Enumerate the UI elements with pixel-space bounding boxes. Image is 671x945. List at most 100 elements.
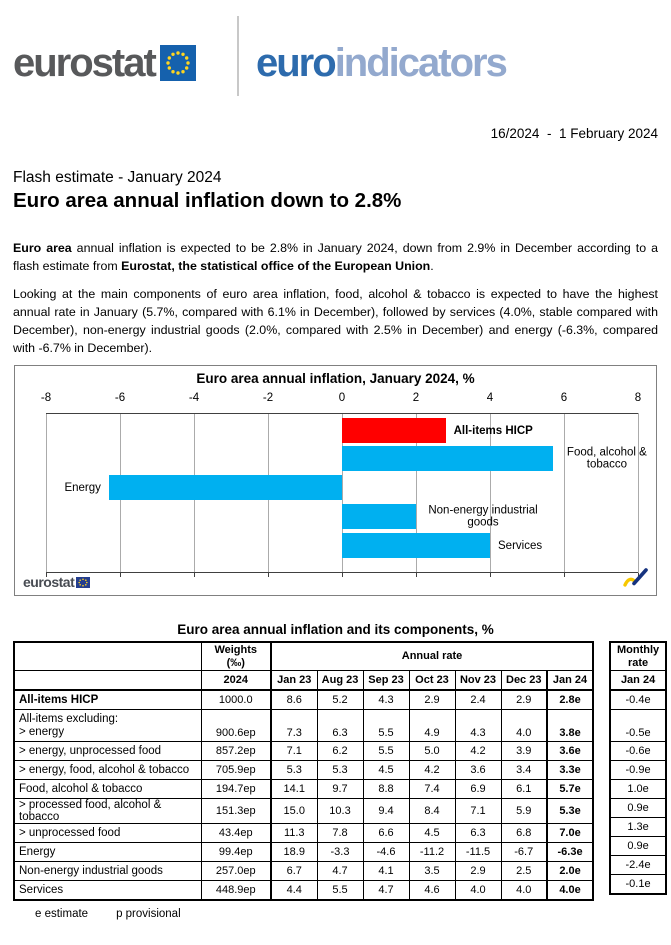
row-label-line-1: All-items excluding: (19, 713, 119, 725)
annual-rate-cell: 2.5 (500, 861, 548, 881)
issue-dateline: 16/2024 - 1 February 2024 (490, 126, 658, 141)
monthly-table-row: -0.4e (609, 689, 667, 710)
weight-cell: 448.9ep (200, 880, 272, 901)
masthead: eurostat euroindicators (0, 0, 671, 108)
weights-header: Weights (‰) (200, 641, 272, 671)
annual-rate-cell: 4.6 (408, 880, 456, 901)
euroindicators-mark-icon (623, 568, 648, 587)
eurostat-logo-text: eurostat (13, 41, 157, 85)
chart-bar (108, 475, 342, 500)
weight-cell: 194.7ep (200, 779, 272, 799)
row-label-cell: Food, alcohol & tobacco (13, 779, 202, 799)
annual-rate-cell: 6.3 (316, 709, 364, 742)
month-header: Dec 23 (500, 670, 548, 691)
annual-rate-cell: 6.2 (316, 741, 364, 761)
chart-axis-tick (267, 573, 269, 577)
annual-rate-cell: 6.7 (270, 861, 318, 881)
annual-rate-cell: 3.4 (500, 760, 548, 780)
inflation-bar-chart: Euro area annual inflation, January 2024… (14, 365, 657, 596)
annual-rate-cell: 4.5 (408, 823, 456, 843)
table-row: Services 448.9ep 4.4 5.5 4.7 4.6 4.0 4.0 4.0e (13, 880, 594, 901)
annual-rate-cell: 6.9 (454, 779, 502, 799)
monthly-table-row: -2.4e (609, 855, 667, 875)
monthly-month-header: Jan 24 (609, 670, 667, 691)
row-label-cell: All-items HICP (13, 689, 202, 710)
eurostat-logo: eurostat (13, 41, 196, 85)
chart-axis-tick (563, 573, 565, 577)
month-header: Sep 23 (362, 670, 410, 691)
annual-rate-cell: 3.6 (454, 760, 502, 780)
annual-rate-cell: 4.2 (408, 760, 456, 780)
annual-rate-cell: -3.3 (316, 842, 364, 862)
weight-cell: 257.0ep (200, 861, 272, 881)
month-header: Nov 23 (454, 670, 502, 691)
chart-axis-tick-label: 0 (338, 392, 346, 404)
annual-rate-cell: 3.3e (545, 760, 594, 780)
row-label-cell: Services (13, 880, 202, 901)
annual-rate-cell: 4.9 (408, 709, 456, 742)
paragraph-1-text: annual inflation is expected to be 2.8% … (13, 241, 658, 273)
chart-axis-tick-label: 4 (486, 392, 494, 404)
annual-rate-header: Annual rate (270, 641, 594, 671)
annual-rate-cell: 5.0 (408, 741, 456, 761)
annual-rate-cell: -6.7 (500, 842, 548, 862)
table-row: > unprocessed food 43.4ep 11.3 7.8 6.6 4.5 6.3… (13, 823, 594, 843)
row-label-cell: > energy, unprocessed food (13, 741, 202, 761)
table-row: > energy, unprocessed food 857.2ep 7.1 6.2 5… (13, 741, 594, 761)
annual-rate-cell: 4.3 (362, 689, 410, 710)
chart-axis-tick (341, 573, 343, 577)
chart-bar (342, 533, 490, 558)
annual-rate-cell: 4.0 (500, 880, 548, 901)
weight-cell: 857.2ep (200, 741, 272, 761)
annual-rate-cell: 3.5 (408, 861, 456, 881)
chart-source-label: eurostat (23, 574, 75, 590)
annual-rate-cell: 5.3e (545, 798, 594, 824)
inflation-components-table: Weights (‰) Annual rate 2024 Jan 23 Aug 2… (13, 641, 595, 901)
annual-rate-cell: 4.3 (454, 709, 502, 742)
components-tables: Weights (‰) Annual rate 2024 Jan 23 Aug 2… (13, 641, 671, 901)
euroindicators-logo-indicators: indicators (334, 41, 508, 85)
annual-rate-cell: 10.3 (316, 798, 364, 824)
chart-axis-tick-label: -4 (188, 392, 200, 404)
chart-gridline (489, 413, 491, 573)
annual-rate-cell: 5.3 (316, 760, 364, 780)
monthly-rate-cell: -2.4e (609, 855, 667, 875)
monthly-rate-cell: -0.9e (609, 760, 667, 780)
chart-axis-tick-label: 2 (412, 392, 420, 404)
row-label-cell: Energy (13, 842, 202, 862)
table-row: Food, alcohol & tobacco 194.7ep 14.1 9.7 8.8… (13, 779, 594, 799)
chart-source-brand: eurostat (23, 574, 91, 590)
table-header-row-1: Weights (‰) Annual rate (13, 641, 594, 671)
monthly-table-row: 1.3e (609, 817, 667, 837)
annual-rate-cell: 7.3 (270, 709, 318, 742)
annual-rate-cell: 9.7 (316, 779, 364, 799)
table-row: > energy, food, alcohol & tobacco 705.9ep… (13, 760, 594, 780)
monthly-table-row: 0.9e (609, 836, 667, 856)
chart-axis-tick (45, 573, 47, 577)
weight-cell: 43.4ep (200, 823, 272, 843)
annual-rate-cell: 2.9 (408, 689, 456, 710)
row-label-cell: Non-energy industrial goods (13, 861, 202, 881)
annual-rate-cell: 5.9 (500, 798, 548, 824)
annual-rate-cell: 2.9 (500, 689, 548, 710)
monthly-table-row: 0.9e (609, 798, 667, 818)
annual-rate-cell: -11.2 (408, 842, 456, 862)
annual-rate-cell: 15.0 (270, 798, 318, 824)
weight-cell: 99.4ep (200, 842, 272, 862)
monthly-header-row-2: Jan 24 (609, 670, 667, 691)
chart-gridline (563, 413, 565, 573)
annual-rate-cell: 2.4 (454, 689, 502, 710)
monthly-rate-cell: 1.3e (609, 817, 667, 837)
table-title: Euro area annual inflation and its compo… (177, 622, 494, 637)
paragraph-1-bold-eurostat: Eurostat, the statistical office of the … (121, 259, 431, 273)
annual-rate-cell: 4.7 (316, 861, 364, 881)
chart-title: Euro area annual inflation, January 2024… (196, 371, 475, 386)
monthly-header-row-1: Monthly rate (609, 641, 667, 671)
annual-rate-cell: 5.5 (316, 880, 364, 901)
annual-rate-cell: 18.9 (270, 842, 318, 862)
monthly-rate-cell: -0.6e (609, 741, 667, 761)
empty-header-cell (13, 670, 202, 691)
eu-flag-icon (159, 45, 196, 81)
table-row: Energy 99.4ep 18.9 -3.3 -4.6 -11.2 -11.5 -6.7 -6… (13, 842, 594, 862)
annual-rate-cell: 4.0 (500, 709, 548, 742)
